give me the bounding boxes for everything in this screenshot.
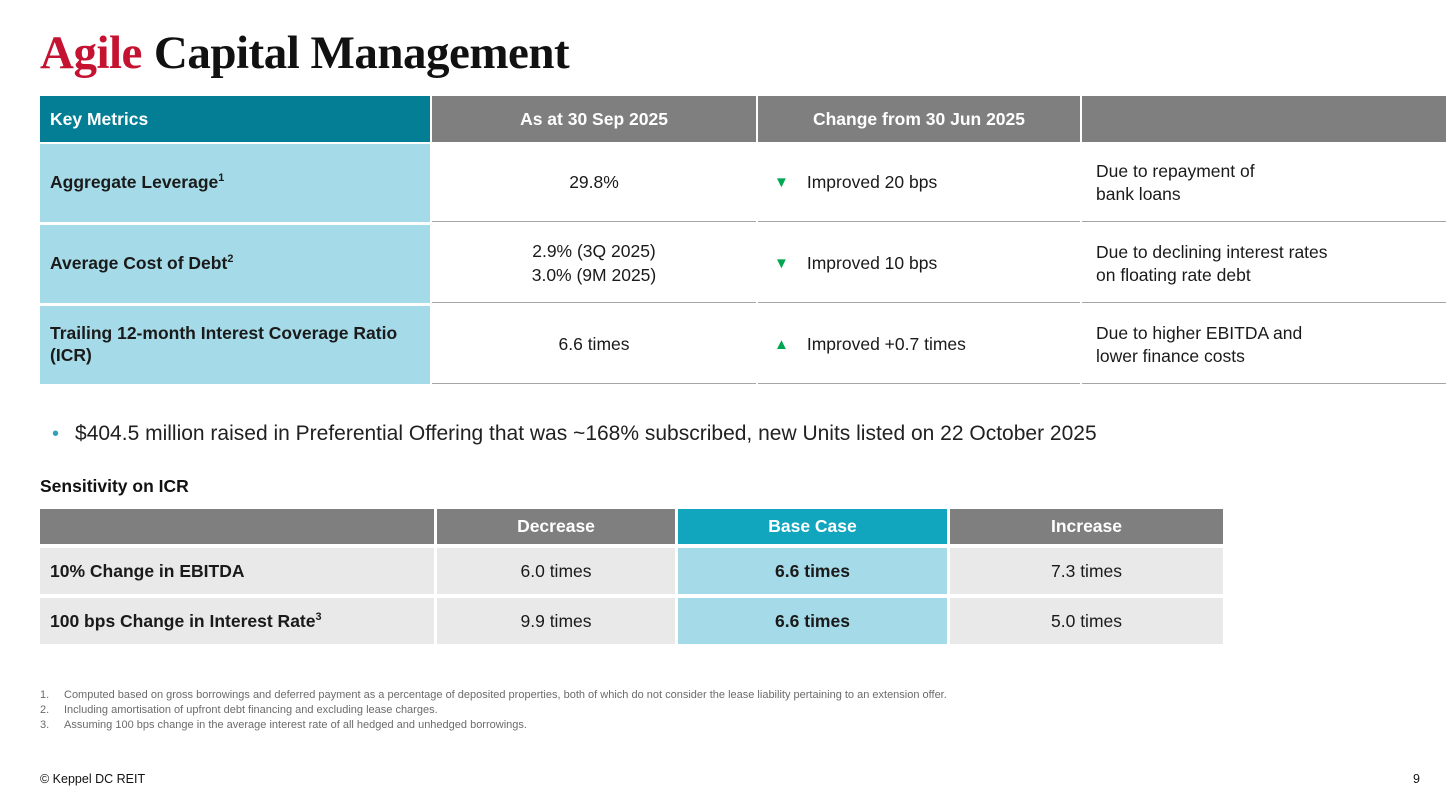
page-title: Agile Capital Management [40, 0, 1456, 80]
metric-cell: Average Cost of Debt2 [40, 225, 430, 304]
metric-footnote-ref: 2 [227, 253, 234, 266]
footnote-number: 2. [40, 703, 50, 716]
comment-cell: Due to declining interest rates on float… [1082, 225, 1446, 304]
footnote: 3. Assuming 100 bps change in the averag… [40, 718, 1456, 733]
value-cell: 2.9% (3Q 2025) 3.0% (9M 2025) [432, 225, 756, 304]
change-cell: ▼ Improved 20 bps [758, 144, 1080, 223]
sens-increase-cell: 5.0 times [950, 598, 1223, 645]
table-row: Average Cost of Debt2 2.9% (3Q 2025) 3.0… [40, 225, 1448, 304]
change-down-icon: ▼ [774, 255, 789, 273]
footnote: 1. Computed based on gross borrowings an… [40, 688, 1456, 703]
metric-label: Trailing 12-month Interest Coverage Rati… [50, 323, 398, 366]
key-metrics-header-row: Key Metrics As at 30 Sep 2025 Change fro… [40, 96, 1448, 143]
key-metrics-table: Key Metrics As at 30 Sep 2025 Change fro… [40, 96, 1448, 385]
table-row: Aggregate Leverage1 29.8% ▼ Improved 20 … [40, 144, 1448, 223]
header-change: Change from 30 Jun 2025 [758, 96, 1080, 143]
sens-header-base-case: Base Case [678, 509, 947, 545]
footnote-text: Computed based on gross borrowings and d… [64, 689, 947, 702]
sensitivity-header-row: Decrease Base Case Increase [40, 509, 1223, 545]
sens-header-increase: Increase [950, 509, 1223, 545]
change-text: Improved 10 bps [806, 253, 938, 274]
table-row: Trailing 12-month Interest Coverage Rati… [40, 306, 1448, 385]
metric-label: Average Cost of Debt [50, 253, 228, 274]
change-up-icon: ▲ [774, 336, 789, 354]
comment-cell: Due to higher EBITDA and lower finance c… [1082, 306, 1446, 385]
highlight-bullet: • $404.5 million raised in Preferential … [40, 422, 1456, 446]
sens-label-cell: 10% Change in EBITDA [40, 548, 434, 595]
page-number: 9 [1413, 772, 1420, 786]
sens-header-decrease: Decrease [437, 509, 675, 545]
sens-decrease-cell: 9.9 times [437, 598, 675, 645]
sens-base-case-cell: 6.6 times [678, 548, 947, 595]
table-row: 10% Change in EBITDA 6.0 times 6.6 times… [40, 548, 1223, 595]
header-as-at: As at 30 Sep 2025 [432, 96, 756, 143]
sens-label-cell: 100 bps Change in Interest Rate3 [40, 598, 434, 645]
footnote-number: 1. [40, 689, 50, 702]
comment-cell: Due to repayment of bank loans [1082, 144, 1446, 223]
sens-base-case-cell: 6.6 times [678, 598, 947, 645]
value-cell: 6.6 times [432, 306, 756, 385]
sens-label: 100 bps Change in Interest Rate [50, 610, 316, 631]
value-cell: 29.8% [432, 144, 756, 223]
footnote-text: Assuming 100 bps change in the average i… [64, 718, 527, 731]
footer-copyright: © Keppel DC REIT [40, 772, 146, 786]
sens-increase-cell: 7.3 times [950, 548, 1223, 595]
header-key-metrics: Key Metrics [40, 96, 430, 143]
title-rest: Capital Management [153, 27, 570, 79]
change-down-icon: ▼ [774, 174, 789, 192]
metric-cell: Trailing 12-month Interest Coverage Rati… [40, 306, 430, 385]
table-row: 100 bps Change in Interest Rate3 9.9 tim… [40, 598, 1223, 645]
sensitivity-table: Decrease Base Case Increase 10% Change i… [40, 509, 1223, 645]
change-text: Improved 20 bps [806, 172, 938, 193]
footnote-number: 3. [40, 718, 50, 731]
footnote: 2. Including amortisation of upfront deb… [40, 703, 1456, 718]
highlight-text: $404.5 million raised in Preferential Of… [75, 422, 1097, 446]
bullet-icon: • [52, 423, 60, 446]
slide-footer: © Keppel DC REIT 9 [40, 772, 1420, 786]
metric-footnote-ref: 1 [218, 172, 225, 185]
change-text: Improved +0.7 times [806, 334, 966, 355]
metric-label: Aggregate Leverage [50, 172, 219, 193]
metric-cell: Aggregate Leverage1 [40, 144, 430, 223]
sens-footnote-ref: 3 [315, 610, 322, 623]
title-accent: Agile [40, 27, 142, 79]
header-comment [1082, 96, 1446, 143]
footnote-text: Including amortisation of upfront debt f… [64, 703, 438, 716]
change-cell: ▼ Improved 10 bps [758, 225, 1080, 304]
sens-label: 10% Change in EBITDA [50, 560, 245, 581]
footnotes: 1. Computed based on gross borrowings an… [40, 688, 1456, 733]
sens-decrease-cell: 6.0 times [437, 548, 675, 595]
sens-header-empty [40, 509, 434, 545]
change-cell: ▲ Improved +0.7 times [758, 306, 1080, 385]
sensitivity-heading: Sensitivity on ICR [40, 476, 189, 497]
